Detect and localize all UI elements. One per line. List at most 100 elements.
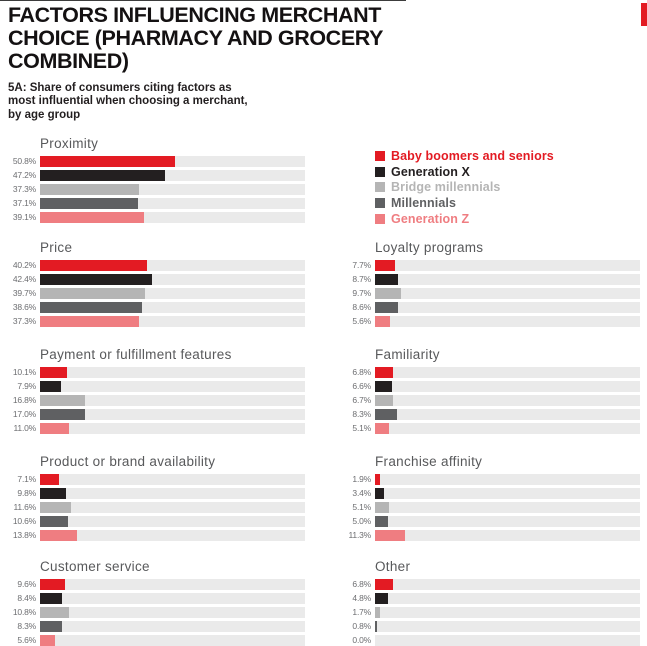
- bar-row: 8.6%: [343, 301, 640, 313]
- bar-track: [40, 211, 305, 223]
- bar-row: 8.4%: [8, 592, 305, 604]
- chart-price: Price 40.2% 42.4% 39.7% 38.6% 37.3%: [8, 241, 305, 330]
- bar-track: [375, 529, 640, 541]
- bar-fill: [375, 529, 405, 541]
- bar-row: 50.8%: [8, 155, 305, 167]
- legend-label: Generation X: [391, 164, 470, 179]
- legend-label: Bridge millennials: [391, 180, 501, 195]
- bar-row: 11.3%: [343, 529, 640, 541]
- bar-track: [40, 473, 305, 485]
- chart-customer-service: Customer service 9.6% 8.4% 10.8% 8.3% 5.6%: [8, 560, 305, 646]
- bar-row: 8.7%: [343, 273, 640, 285]
- bar-fill: [375, 287, 401, 299]
- bar-row: 5.6%: [8, 634, 305, 646]
- bar-value-label: 5.6%: [352, 315, 371, 326]
- bar-fill: [375, 366, 394, 378]
- bar-row: 42.4%: [8, 273, 305, 285]
- bar-fill: [40, 606, 69, 618]
- legend-item: Generation X: [375, 164, 554, 179]
- bar-track: [375, 315, 640, 327]
- bar-track: [40, 529, 305, 541]
- bar-row: 37.3%: [8, 183, 305, 195]
- bar-track: [375, 380, 640, 392]
- bar-track: [40, 394, 305, 406]
- bar-track: [40, 380, 305, 392]
- bar-row: 5.0%: [343, 515, 640, 527]
- chart-loyalty-programs: Loyalty programs 7.7% 8.7% 9.7% 8.6% 5.6%: [343, 241, 640, 330]
- chart-caption: 5A: Share of consumers citing factors as…: [8, 82, 248, 121]
- chart-title: Product or brand availability: [40, 454, 216, 469]
- chart-title: Customer service: [40, 559, 150, 574]
- legend-swatch-icon: [375, 182, 385, 193]
- bar-fill: [375, 315, 390, 327]
- bar-track: [375, 592, 640, 604]
- bar-fill: [40, 155, 175, 167]
- bar-row: 39.7%: [8, 287, 305, 299]
- bar-fill: [40, 366, 67, 378]
- bar-value-label: 39.7%: [12, 287, 36, 298]
- bar-value-label: 6.8%: [352, 366, 371, 377]
- bar-fill: [40, 315, 139, 327]
- bar-track: [40, 301, 305, 313]
- bar-fill: [375, 606, 380, 618]
- bar-row: 6.7%: [343, 394, 640, 406]
- bar-track: [40, 592, 305, 604]
- chart-title: Payment or fulfillment features: [40, 347, 232, 362]
- bar-track: [40, 259, 305, 271]
- bar-track: [375, 473, 640, 485]
- bar-value-label: 16.8%: [12, 394, 36, 405]
- bar-track: [40, 183, 305, 195]
- bar-value-label: 38.6%: [12, 301, 36, 312]
- bar-track: [40, 287, 305, 299]
- bar-fill: [40, 301, 143, 313]
- bar-value-label: 1.7%: [352, 606, 371, 617]
- legend-item: Generation Z: [375, 212, 554, 226]
- bar-row: 10.8%: [8, 606, 305, 618]
- bar-row: 5.1%: [343, 501, 640, 513]
- bar-track: [375, 408, 640, 420]
- bar-value-label: 8.3%: [17, 620, 36, 631]
- bar-track: [375, 515, 640, 527]
- bar-value-label: 39.1%: [12, 211, 36, 222]
- bar-fill: [375, 259, 396, 271]
- bar-track: [40, 197, 305, 209]
- bar-value-label: 5.1%: [352, 422, 371, 433]
- bar-row: 38.6%: [8, 301, 305, 313]
- bar-track: [40, 487, 305, 499]
- top-crop-artifact: [0, 0, 406, 1]
- legend-swatch-icon: [375, 166, 385, 177]
- bar-value-label: 37.3%: [12, 183, 36, 194]
- bar-row: 11.0%: [8, 422, 305, 434]
- bar-value-label: 10.8%: [12, 606, 36, 617]
- bar-value-label: 13.8%: [12, 529, 36, 540]
- legend-label: Millennials: [391, 196, 457, 211]
- bar-track: [375, 620, 640, 632]
- bar-value-label: 0.0%: [352, 634, 371, 645]
- bar-fill: [40, 394, 85, 406]
- bar-value-label: 7.1%: [17, 473, 36, 484]
- bar-fill: [40, 211, 144, 223]
- bar-fill: [375, 515, 389, 527]
- bar-track: [375, 578, 640, 590]
- bar-fill: [375, 408, 397, 420]
- bar-value-label: 7.7%: [352, 259, 371, 270]
- bar-row: 39.1%: [8, 211, 305, 223]
- chart-title: Loyalty programs: [375, 240, 484, 255]
- bar-value-label: 7.9%: [17, 380, 36, 391]
- bar-row: 6.8%: [343, 366, 640, 378]
- bar-fill: [40, 634, 55, 646]
- bar-track: [40, 366, 305, 378]
- bar-fill: [375, 301, 398, 313]
- bar-track: [375, 287, 640, 299]
- chart-franchise-affinity: Franchise affinity 1.9% 3.4% 5.1% 5.0% 11.3%: [343, 455, 640, 544]
- bar-row: 9.7%: [343, 287, 640, 299]
- legend-label: Baby boomers and seniors: [391, 149, 554, 163]
- bar-row: 40.2%: [8, 259, 305, 271]
- bar-track: [40, 169, 305, 181]
- bar-track: [375, 487, 640, 499]
- bar-value-label: 40.2%: [12, 259, 36, 270]
- bar-track: [375, 634, 640, 646]
- bar-row: 16.8%: [8, 394, 305, 406]
- bar-fill: [40, 183, 139, 195]
